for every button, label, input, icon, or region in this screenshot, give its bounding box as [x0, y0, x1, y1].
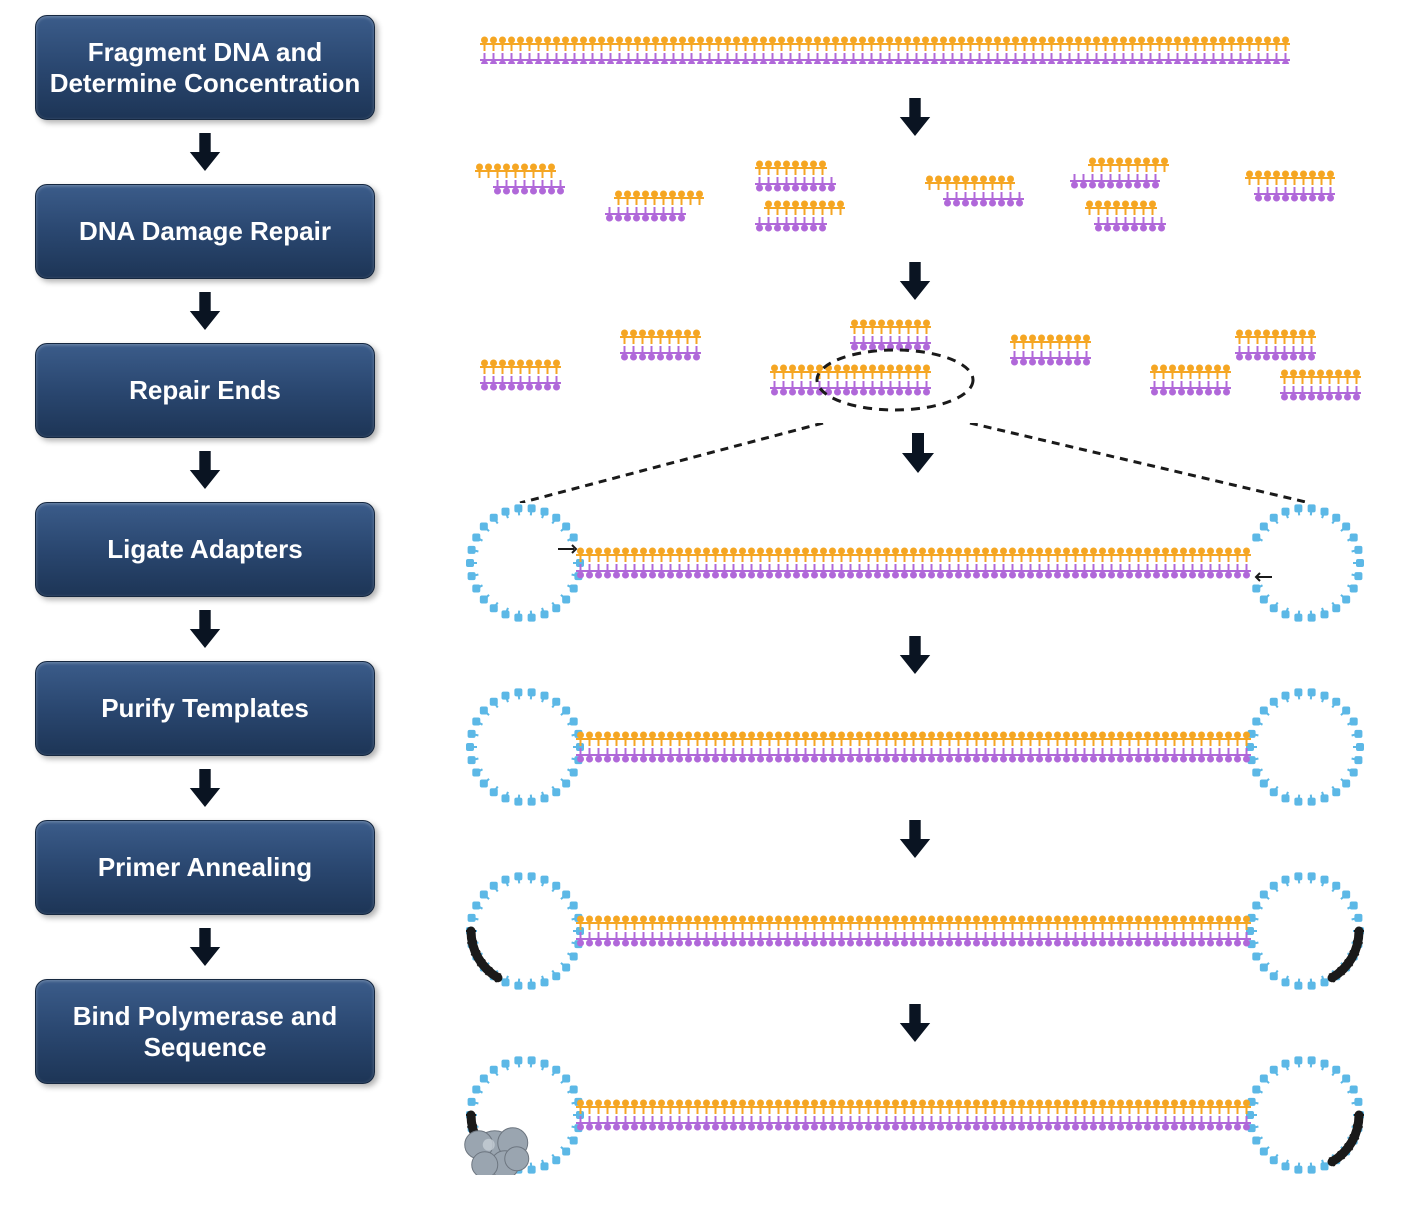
step-box-6: Primer Annealing — [35, 820, 375, 915]
dumbbell-primers — [455, 871, 1375, 991]
arrow-icon — [185, 291, 225, 331]
step-label: Fragment DNA and Determine Concentration — [46, 37, 364, 99]
step-box-1: Fragment DNA and Determine Concentration — [35, 15, 375, 120]
arrow-icon — [185, 927, 225, 967]
illus-blunt-fragments — [455, 313, 1375, 423]
step-box-5: Purify Templates — [35, 661, 375, 756]
dumbbell-polymerase — [455, 1055, 1375, 1175]
step-box-4: Ligate Adapters — [35, 502, 375, 597]
step-label: DNA Damage Repair — [79, 216, 331, 247]
illus-dumbbell-open — [455, 503, 1375, 623]
arrow-icon — [895, 819, 935, 859]
step-label: Repair Ends — [129, 375, 281, 406]
illus-dumbbell-polymerase — [455, 1055, 1375, 1175]
step-label: Purify Templates — [101, 693, 309, 724]
blunt-fragments — [455, 313, 1375, 423]
step-label: Ligate Adapters — [107, 534, 303, 565]
dumbbell-closed — [455, 687, 1375, 807]
step-label: Primer Annealing — [98, 852, 312, 883]
arrow-icon — [895, 97, 935, 137]
step-box-3: Repair Ends — [35, 343, 375, 438]
illus-dumbbell-primers — [455, 871, 1375, 991]
illustrations-column — [395, 15, 1405, 1192]
steps-flowchart: Fragment DNA and Determine Concentration… — [15, 15, 395, 1192]
arrow-icon — [185, 132, 225, 172]
dumbbell-open — [455, 503, 1375, 623]
step-box-7: Bind Polymerase and Sequence — [35, 979, 375, 1084]
zoom-lines — [455, 423, 1375, 503]
arrow-icon — [895, 261, 935, 301]
arrow-icon — [185, 609, 225, 649]
illus-ragged-fragments — [455, 149, 1375, 249]
step-box-2: DNA Damage Repair — [35, 184, 375, 279]
step-label: Bind Polymerase and Sequence — [46, 1001, 364, 1063]
illus-dumbbell-closed — [455, 687, 1375, 807]
long-dna-strand — [475, 36, 1355, 64]
arrow-icon — [895, 1003, 935, 1043]
illus-long-dna — [475, 15, 1355, 85]
arrow-icon — [185, 450, 225, 490]
ragged-fragments — [455, 149, 1375, 249]
illus-zoom-lines — [455, 423, 1375, 503]
arrow-icon — [895, 635, 935, 675]
arrow-icon — [185, 768, 225, 808]
